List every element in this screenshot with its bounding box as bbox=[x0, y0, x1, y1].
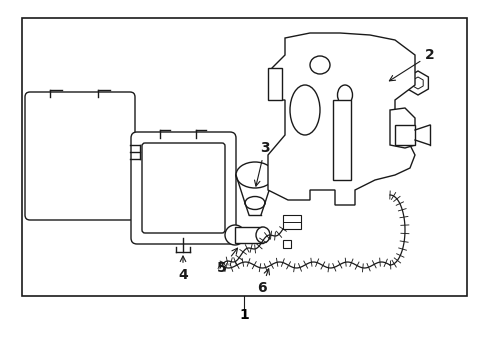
Text: 3: 3 bbox=[254, 141, 269, 186]
Polygon shape bbox=[407, 71, 427, 95]
Ellipse shape bbox=[244, 197, 264, 210]
Text: 2: 2 bbox=[388, 48, 434, 81]
Ellipse shape bbox=[289, 85, 319, 135]
Text: 5: 5 bbox=[217, 248, 237, 275]
Bar bbox=[22, 18, 466, 296]
Bar bbox=[235, 227, 263, 243]
FancyBboxPatch shape bbox=[131, 132, 236, 244]
Ellipse shape bbox=[236, 162, 273, 188]
Bar bbox=[332, 100, 350, 180]
Circle shape bbox=[224, 225, 244, 245]
Bar bbox=[283, 240, 290, 248]
Ellipse shape bbox=[256, 227, 269, 243]
Ellipse shape bbox=[337, 85, 352, 105]
Text: 6: 6 bbox=[257, 269, 269, 295]
Ellipse shape bbox=[309, 56, 329, 74]
Text: 1: 1 bbox=[239, 308, 248, 322]
Polygon shape bbox=[412, 77, 422, 89]
Polygon shape bbox=[389, 108, 414, 148]
FancyBboxPatch shape bbox=[25, 92, 135, 220]
Polygon shape bbox=[267, 68, 282, 100]
Polygon shape bbox=[267, 33, 414, 205]
Bar bbox=[283, 215, 301, 229]
Bar bbox=[394, 125, 414, 145]
Text: 4: 4 bbox=[178, 256, 187, 282]
FancyBboxPatch shape bbox=[142, 143, 224, 233]
